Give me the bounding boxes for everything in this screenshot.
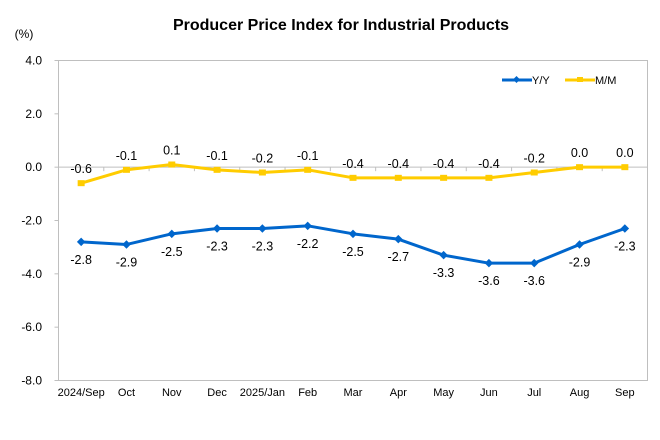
data-point-yy (439, 250, 448, 260)
data-labels-layer: -2.8 -2.9 -2.5 -2.3 -2.3 -2.2 -2.5 -2.7 -3.3 -3.6… (70, 144, 635, 289)
data-point-yy (122, 240, 131, 249)
data-point-mm (485, 174, 493, 181)
data-point-mm (258, 169, 266, 176)
data-point-yy (258, 224, 267, 233)
series-layer (76, 161, 630, 268)
data-point-yy (348, 229, 358, 239)
x-tick-label: Jun (480, 387, 498, 399)
data-label-mm: -0.1 (116, 149, 138, 163)
x-tick-label: Mar (344, 387, 363, 399)
x-axis: 2024/Sep Oct Nov Dec 2025/Jan Feb Mar Apr May Jun… (58, 387, 635, 399)
y-tick-label: -2.0 (21, 214, 42, 228)
data-label-yy: -2.7 (388, 250, 410, 264)
y-tick-label: 2.0 (25, 107, 42, 121)
data-label-mm: -0.4 (433, 157, 455, 171)
data-label-mm: -0.1 (297, 149, 319, 163)
x-tick-label: Dec (207, 387, 227, 399)
data-point-mm (349, 174, 357, 181)
data-point-yy (212, 224, 222, 233)
data-point-yy (167, 229, 177, 239)
legend-yy-marker (512, 75, 521, 84)
data-point-yy (575, 240, 584, 249)
data-label-yy: -2.5 (342, 245, 364, 259)
legend: Y/Y M/M (502, 75, 616, 87)
data-label-yy: -2.5 (161, 245, 183, 259)
x-tick-label: Feb (298, 387, 317, 399)
data-point-mm (576, 164, 584, 171)
data-label-mm: -0.4 (342, 157, 364, 171)
x-tick-label: May (433, 387, 454, 399)
data-point-mm (394, 174, 402, 181)
x-tick-label: Aug (570, 387, 590, 399)
plot-frame (58, 60, 648, 381)
data-point-mm (168, 161, 176, 168)
legend-yy-label: Y/Y (532, 75, 550, 87)
x-tick-label: Oct (118, 387, 135, 399)
legend-item-yy: Y/Y (502, 75, 550, 87)
data-label-yy: -2.3 (252, 240, 274, 254)
data-label-mm: 0.0 (616, 146, 633, 160)
y-tick-label: 0.0 (25, 160, 42, 174)
data-label-yy: -3.6 (478, 274, 500, 288)
data-point-yy (394, 234, 403, 244)
data-point-mm (530, 169, 538, 176)
data-point-mm (304, 166, 312, 173)
x-tick-label: Apr (390, 387, 407, 399)
data-label-yy: -2.9 (116, 256, 138, 270)
data-point-yy (484, 258, 494, 268)
data-label-yy: -2.3 (614, 240, 636, 254)
data-point-mm (77, 180, 85, 187)
data-point-mm (621, 164, 629, 171)
y-tick-label: 4.0 (25, 54, 42, 68)
data-label-mm: -0.6 (70, 162, 92, 176)
x-tick-label: 2025/Jan (240, 387, 285, 399)
legend-mm-marker (577, 77, 583, 82)
data-label-mm: 0.1 (163, 144, 180, 158)
data-point-yy (76, 237, 86, 247)
legend-item-mm: M/M (565, 75, 616, 87)
y-axis-unit-label: (%) (15, 27, 34, 41)
data-label-mm: 0.0 (571, 146, 588, 160)
x-tick-label: 2024/Sep (58, 387, 105, 399)
data-point-yy (303, 221, 312, 231)
chart-title: Producer Price Index for Industrial Prod… (173, 17, 509, 34)
data-point-mm (122, 166, 130, 173)
y-tick-label: -6.0 (21, 320, 42, 334)
data-label-mm: -0.2 (252, 152, 274, 166)
y-tick-label: -8.0 (21, 374, 42, 388)
data-label-yy: -3.6 (523, 274, 545, 288)
y-tick-label: -4.0 (21, 267, 42, 281)
x-tick-label: Sep (615, 387, 635, 399)
data-label-yy: -2.9 (569, 256, 591, 270)
data-label-mm: -0.1 (206, 149, 228, 163)
y-axis: 4.0 2.0 0.0 -2.0 -4.0 -6.0 -8.0 (21, 54, 59, 388)
x-tick-label: Nov (162, 387, 182, 399)
data-label-mm: -0.4 (478, 157, 500, 171)
data-point-yy (620, 224, 630, 233)
x-tick-label: Jul (527, 387, 541, 399)
data-label-mm: -0.2 (523, 152, 545, 166)
data-point-yy (529, 258, 539, 268)
data-point-mm (440, 174, 448, 181)
data-point-mm (213, 166, 221, 173)
data-label-yy: -2.3 (206, 240, 228, 254)
data-label-yy: -3.3 (433, 266, 455, 280)
data-label-mm: -0.4 (388, 157, 410, 171)
legend-mm-label: M/M (595, 75, 616, 87)
data-label-yy: -2.2 (297, 237, 319, 251)
data-label-yy: -2.8 (70, 253, 92, 267)
